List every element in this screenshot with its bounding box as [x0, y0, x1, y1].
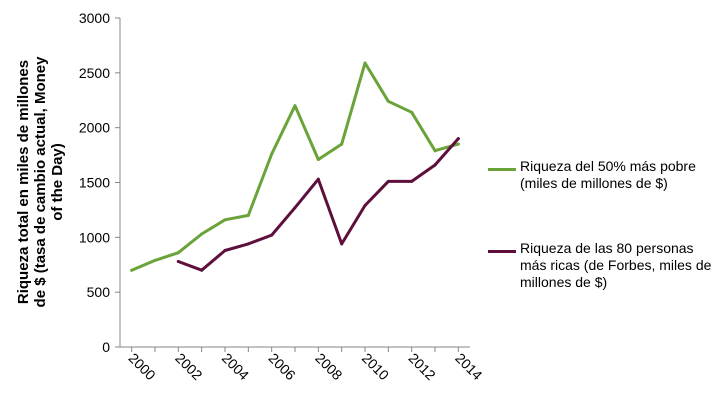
series-lines: [130, 61, 460, 272]
data-point: [176, 259, 180, 263]
x-tick-label: 2014: [452, 350, 485, 383]
legend-label-poorest-50: Riqueza del 50% más pobre (miles de mill…: [520, 158, 696, 191]
x-tick-label: 2010: [359, 350, 392, 383]
y-tick-label: 3000: [79, 10, 110, 26]
data-point: [130, 268, 134, 272]
y-tick-label: 2500: [79, 65, 110, 81]
data-point: [153, 258, 157, 262]
x-tick-label: 2012: [406, 350, 439, 383]
y-tick-label: 1000: [79, 229, 110, 245]
data-point: [270, 152, 274, 156]
x-ticks: 2000 2002 2004 2006 2008 2010 2012 2014: [126, 347, 486, 383]
legend-label-richest-80: Riqueza de las 80 personas más ricas (de…: [520, 240, 712, 290]
y-tick-label: 500: [87, 284, 111, 300]
data-point: [176, 251, 180, 255]
legend-swatch-poorest-50: [488, 168, 516, 171]
data-point: [340, 242, 344, 246]
data-point: [410, 179, 414, 183]
data-point: [433, 149, 437, 153]
data-point: [200, 232, 204, 236]
data-point: [363, 61, 367, 65]
y-tick-label: 2000: [79, 120, 110, 136]
data-point: [270, 233, 274, 237]
x-tick-label: 2002: [172, 350, 205, 383]
data-point: [386, 179, 390, 183]
y-tick-label: 1500: [79, 175, 110, 191]
data-point: [246, 242, 250, 246]
data-point: [456, 142, 460, 146]
data-point: [223, 248, 227, 252]
x-tick-label: 2008: [312, 350, 345, 383]
data-point: [293, 206, 297, 210]
data-point: [316, 177, 320, 181]
data-point: [316, 157, 320, 161]
data-point: [456, 137, 460, 141]
series-line-0: [130, 61, 460, 272]
y-axis-title: Riqueza total en miles de millonesde $ (…: [15, 56, 66, 308]
y-ticks: 0 500 1000 1500 2000 2500 3000: [79, 10, 120, 355]
data-point: [246, 213, 250, 217]
axes: [119, 18, 470, 348]
data-point: [386, 99, 390, 103]
y-tick-label: 0: [102, 339, 110, 355]
data-point: [363, 204, 367, 208]
data-point: [340, 142, 344, 146]
x-tick-label: 2004: [219, 350, 252, 383]
legend-swatch-richest-80: [488, 250, 516, 253]
data-point: [223, 218, 227, 222]
x-tick-label: 2006: [266, 350, 299, 383]
x-tick-label: 2000: [126, 350, 159, 383]
data-point: [293, 104, 297, 108]
y-axis-title-group: Riqueza total en miles de millonesde $ (…: [15, 56, 66, 308]
data-point: [200, 268, 204, 272]
data-point: [433, 163, 437, 167]
data-point: [410, 110, 414, 114]
